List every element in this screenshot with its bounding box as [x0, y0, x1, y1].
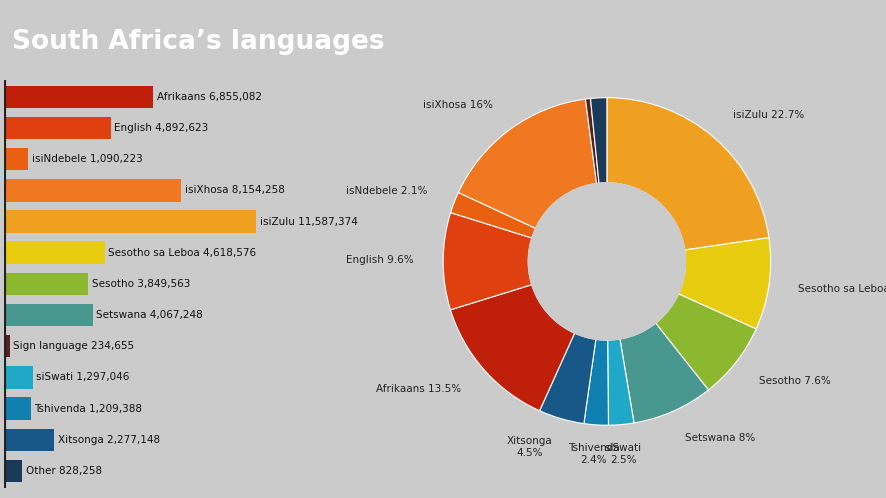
Text: isNdebele 2.1%: isNdebele 2.1% [346, 186, 427, 196]
Text: Setswana 8%: Setswana 8% [685, 433, 755, 443]
Text: isiZulu 11,587,374: isiZulu 11,587,374 [260, 217, 358, 227]
Text: Tshivenda
2.4%: Tshivenda 2.4% [568, 443, 619, 465]
Text: Tshivenda 1,209,388: Tshivenda 1,209,388 [35, 403, 143, 413]
Wedge shape [679, 238, 771, 329]
Wedge shape [458, 99, 596, 229]
Text: siSwati
2.5%: siSwati 2.5% [605, 443, 641, 465]
Text: Other 828,258: Other 828,258 [27, 466, 102, 476]
Text: Other 1.6%: Other 1.6% [578, 216, 633, 226]
Text: isiZulu 22.7%: isiZulu 22.7% [734, 110, 804, 121]
Wedge shape [656, 294, 756, 390]
Text: isiXhosa 8,154,258: isiXhosa 8,154,258 [185, 185, 285, 195]
Text: Sign language 234,655: Sign language 234,655 [13, 341, 135, 351]
Bar [4, 397, 31, 420]
Bar [4, 335, 10, 358]
Text: Setswana 4,067,248: Setswana 4,067,248 [97, 310, 203, 320]
Text: Sesotho 3,849,563: Sesotho 3,849,563 [92, 279, 190, 289]
Bar [4, 304, 93, 326]
Text: Sesotho sa Leboa 9.1%: Sesotho sa Leboa 9.1% [798, 284, 886, 294]
Bar [4, 428, 54, 451]
Text: English 9.6%: English 9.6% [346, 255, 414, 265]
Wedge shape [586, 99, 599, 184]
Bar [4, 366, 33, 388]
Wedge shape [584, 339, 609, 425]
Text: South Africa’s languages: South Africa’s languages [12, 29, 385, 55]
Text: Sesotho sa Leboa 4,618,576: Sesotho sa Leboa 4,618,576 [108, 248, 257, 257]
Wedge shape [620, 323, 709, 423]
Bar [4, 86, 153, 108]
Bar [4, 210, 256, 233]
Text: Afrikaans 13.5%: Afrikaans 13.5% [377, 384, 462, 394]
Bar [4, 272, 88, 295]
Bar [4, 460, 22, 482]
Text: Sign language 0.5%: Sign language 0.5% [554, 216, 651, 226]
Wedge shape [590, 98, 607, 183]
Wedge shape [608, 339, 634, 425]
Text: isiXhosa 16%: isiXhosa 16% [424, 100, 494, 110]
Wedge shape [443, 213, 532, 310]
Text: Xitsonga 2,277,148: Xitsonga 2,277,148 [58, 435, 159, 445]
Text: Afrikaans 6,855,082: Afrikaans 6,855,082 [157, 92, 262, 102]
Wedge shape [451, 193, 536, 238]
Bar [4, 148, 28, 170]
Circle shape [528, 183, 686, 340]
Text: isiNdebele 1,090,223: isiNdebele 1,090,223 [32, 154, 143, 164]
Text: siSwati 1,297,046: siSwati 1,297,046 [36, 373, 129, 382]
Bar [4, 117, 111, 139]
Bar [4, 179, 182, 202]
Text: English 4,892,623: English 4,892,623 [114, 123, 208, 133]
Text: Xitsonga
4.5%: Xitsonga 4.5% [507, 436, 552, 458]
Bar [4, 242, 105, 264]
Text: Sesotho 7.6%: Sesotho 7.6% [759, 376, 830, 386]
Wedge shape [450, 285, 575, 411]
Wedge shape [607, 98, 769, 250]
Wedge shape [540, 333, 596, 424]
